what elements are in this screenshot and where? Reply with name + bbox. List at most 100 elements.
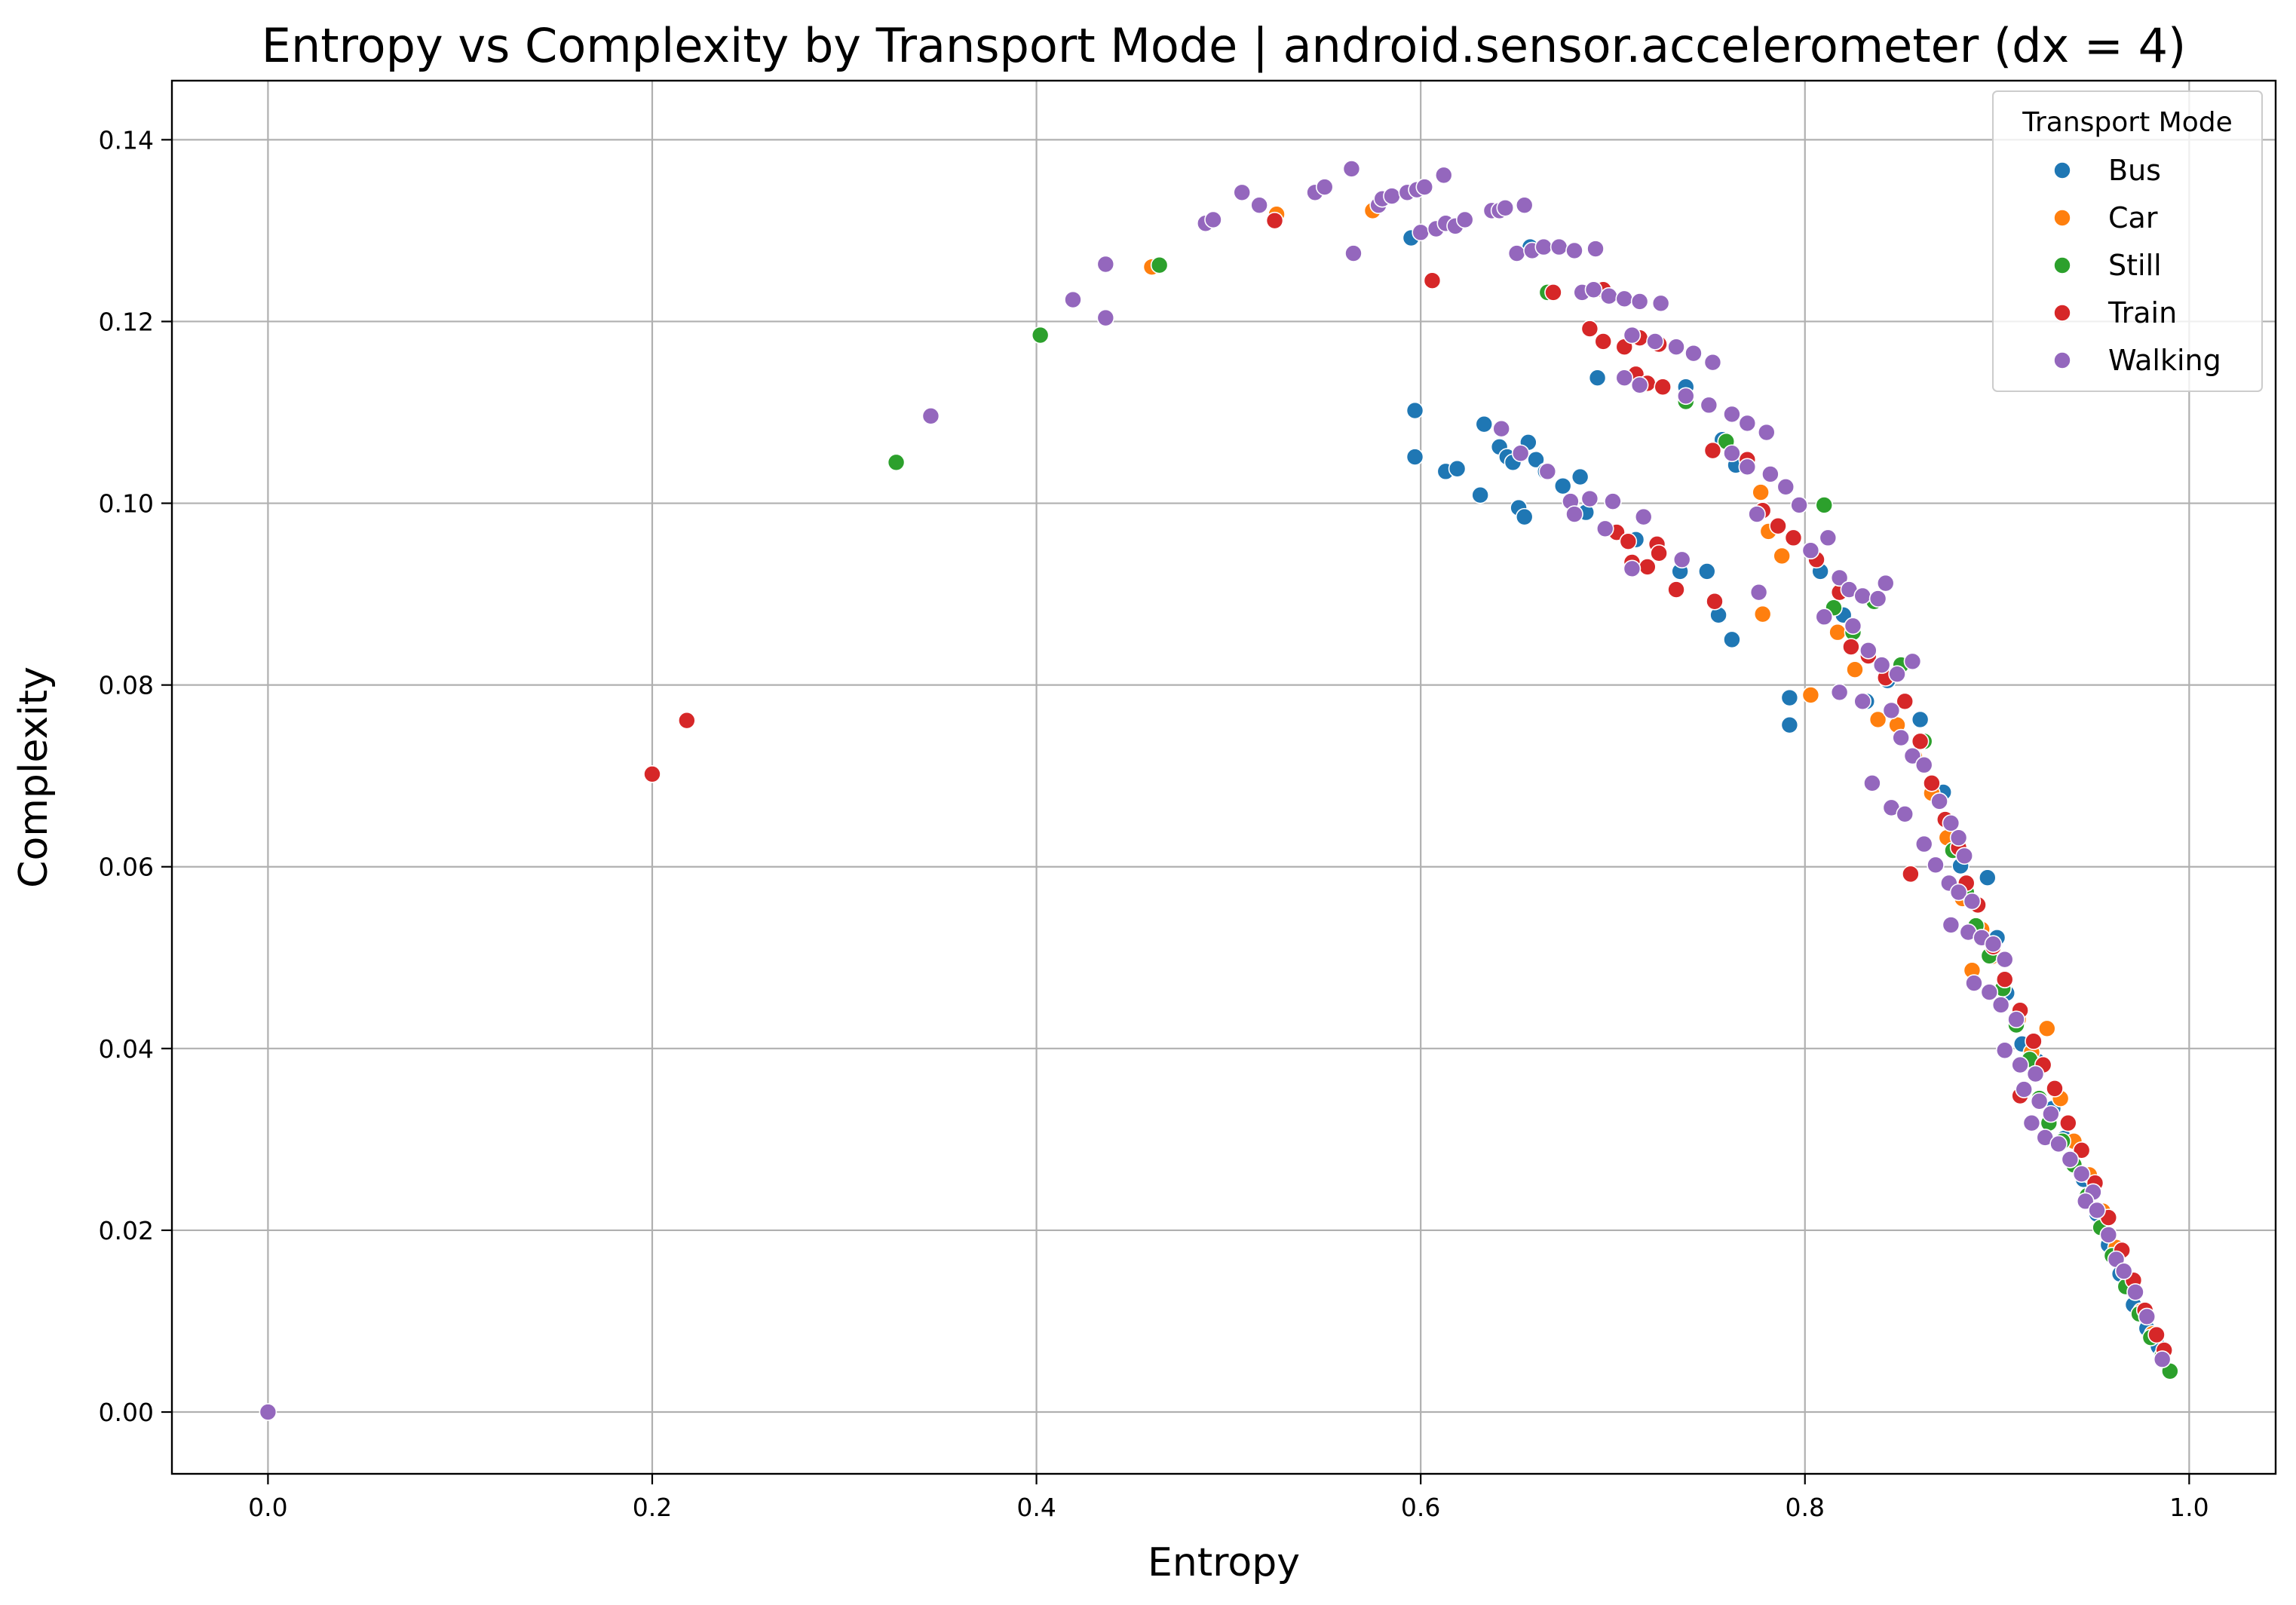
point-train xyxy=(1265,211,1284,230)
y-tick-label: 0.04 xyxy=(99,1034,154,1064)
point-walking xyxy=(1455,210,1474,229)
point-walking xyxy=(1776,478,1795,496)
point-train xyxy=(1654,378,1672,397)
point-walking xyxy=(1761,465,1779,483)
point-walking xyxy=(2049,1135,2068,1153)
y-tick-label: 0.00 xyxy=(99,1398,154,1427)
y-tick-label: 0.06 xyxy=(99,853,154,882)
point-walking xyxy=(1565,241,1583,260)
point-walking xyxy=(1703,353,1722,372)
point-car xyxy=(1752,483,1770,501)
point-walking xyxy=(1584,280,1603,299)
point-walking xyxy=(1383,187,1401,205)
point-walking xyxy=(2042,1104,2060,1123)
point-walking xyxy=(1250,196,1268,214)
point-walking xyxy=(1819,528,1838,547)
point-walking xyxy=(1723,405,1741,424)
point-walking xyxy=(1853,587,1871,605)
point-train xyxy=(2025,1032,2043,1050)
axis-ticks: 0.0 0.2 0.4 0.6 0.8 1.0 0.00 0.02 0.04 0.06 0.08 0.… xyxy=(99,125,2209,1522)
point-walking xyxy=(2126,1283,2144,1301)
point-train xyxy=(1619,532,1638,550)
point-walking xyxy=(1882,701,1901,720)
point-walking xyxy=(1995,950,2014,969)
x-tick-label: 0.0 xyxy=(248,1493,287,1522)
point-train xyxy=(2147,1325,2166,1344)
point-train xyxy=(1896,692,1914,711)
point-train xyxy=(1667,580,1685,599)
point-walking xyxy=(2007,1010,2025,1029)
point-walking xyxy=(1342,160,1361,178)
point-walking xyxy=(1738,458,1757,476)
point-walking xyxy=(1615,369,1634,387)
point-bus xyxy=(1979,868,1997,887)
point-walking xyxy=(1651,294,1670,313)
point-walking xyxy=(1634,507,1653,526)
point-bus xyxy=(1911,710,1930,729)
data-points xyxy=(259,160,2179,1421)
legend-label-bus: Bus xyxy=(2108,154,2161,187)
point-walking xyxy=(1896,805,1914,823)
point-walking xyxy=(1914,835,1933,853)
point-walking xyxy=(1830,683,1849,702)
point-walking xyxy=(1991,996,2010,1014)
point-walking xyxy=(1859,642,1878,660)
point-car xyxy=(1753,605,1772,623)
point-bus xyxy=(1405,448,1424,466)
point-train xyxy=(1842,638,1860,656)
point-walking xyxy=(1596,519,1614,538)
point-walking xyxy=(1604,492,1622,510)
point-walking xyxy=(1096,255,1115,274)
point-walking xyxy=(1723,444,1741,463)
point-train xyxy=(1784,528,1803,547)
point-walking xyxy=(2061,1150,2080,1169)
point-walking xyxy=(1415,178,1434,196)
point-walking xyxy=(1507,244,1526,262)
point-walking xyxy=(2030,1092,2049,1110)
point-bus xyxy=(1780,715,1799,734)
point-walking xyxy=(1550,237,1568,256)
point-walking xyxy=(1942,814,1960,832)
grid-lines xyxy=(172,81,2276,1474)
legend-marker-walking xyxy=(2053,351,2071,369)
point-still xyxy=(1815,496,1834,514)
point-walking xyxy=(1995,1041,2014,1060)
point-walking xyxy=(1233,183,1252,202)
point-walking xyxy=(1515,196,1534,214)
point-walking xyxy=(1580,489,1599,508)
x-axis-label: Entropy xyxy=(1148,1540,1300,1585)
point-walking xyxy=(1914,755,1933,774)
point-walking xyxy=(1600,286,1618,305)
point-walking xyxy=(1903,652,1922,671)
point-walking xyxy=(1892,728,1910,747)
point-still xyxy=(887,453,906,472)
point-walking xyxy=(1615,289,1634,308)
point-train xyxy=(1580,320,1599,338)
point-train xyxy=(1650,544,1668,562)
point-walking xyxy=(1888,665,1906,683)
point-still xyxy=(1150,256,1169,274)
point-bus xyxy=(1698,562,1716,580)
point-walking xyxy=(1565,505,1583,523)
point-walking xyxy=(1538,462,1557,481)
point-car xyxy=(1868,710,1887,729)
point-walking xyxy=(1511,444,1530,463)
point-walking xyxy=(2026,1064,2045,1083)
point-walking xyxy=(1096,308,1115,327)
point-walking xyxy=(1927,856,1945,874)
point-walking xyxy=(921,407,940,425)
point-car xyxy=(1846,660,1864,678)
point-walking xyxy=(1853,692,1871,711)
point-bus xyxy=(1723,630,1741,649)
y-axis-label: Complexity xyxy=(11,666,57,888)
point-walking xyxy=(1757,423,1776,442)
point-still xyxy=(1031,326,1050,345)
point-walking xyxy=(1830,568,1849,587)
point-car xyxy=(1773,547,1791,565)
point-walking xyxy=(1844,617,1862,636)
legend-label-car: Car xyxy=(2108,201,2158,234)
legend-marker-car xyxy=(2053,209,2071,227)
point-walking xyxy=(2088,1201,2106,1220)
point-walking xyxy=(1930,792,1948,810)
